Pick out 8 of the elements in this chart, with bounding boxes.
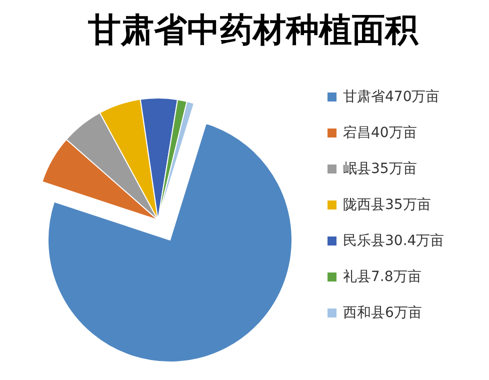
legend-label: 民乐县30.4万亩 [343,233,444,249]
legend-label: 西和县6万亩 [343,305,422,321]
legend-label: 宕昌40万亩 [343,125,417,141]
legend-label: 甘肃省470万亩 [343,89,440,105]
legend-label: 岷县35万亩 [343,161,417,177]
legend-label: 礼县7.8万亩 [343,269,422,285]
legend-label: 陇西县35万亩 [343,197,431,213]
chart-title: 甘肃省中药材种植面积 [87,10,419,49]
